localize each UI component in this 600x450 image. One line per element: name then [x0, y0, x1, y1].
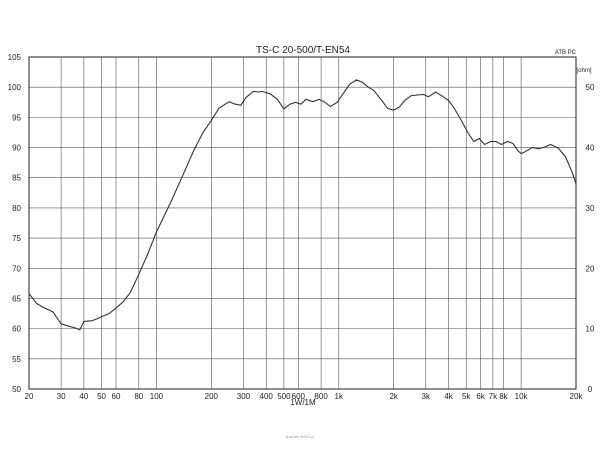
x-tick-label: 20 [25, 392, 34, 401]
y-left-tick-label: 80 [12, 204, 21, 213]
y-left-tick-label: 105 [8, 53, 22, 62]
y-left-tick-label: 95 [12, 113, 21, 122]
x-tick-label: 800 [314, 392, 328, 401]
x-tick-label: 1k [335, 392, 344, 401]
x-tick-label: 7k [489, 392, 498, 401]
x-tick-label: 2k [389, 392, 398, 401]
spl-curve [28, 79, 577, 331]
y-right-tick-label: 10 [586, 325, 595, 334]
y-right-tick-label: 30 [586, 204, 595, 213]
x-tick-label: 30 [57, 392, 66, 401]
x-tick-label: 80 [134, 392, 143, 401]
x-tick-label: 8k [499, 392, 508, 401]
y-left-tick-label: 85 [12, 174, 21, 183]
y-left-tick-label: 60 [12, 325, 21, 334]
right-axis-unit: [ohm] [576, 68, 591, 74]
x-tick-label: 6k [476, 392, 485, 401]
y-right-tick-label: 50 [586, 83, 595, 92]
plot-frame [28, 56, 577, 390]
watermark: tt-audio.f4831.pl [286, 434, 315, 439]
x-tick-label: 5k [462, 392, 471, 401]
x-tick-label: 10k [515, 392, 529, 401]
y-left-tick-label: 75 [12, 234, 21, 243]
x-tick-label: 600 [292, 392, 306, 401]
x-tick-label: 4k [444, 392, 453, 401]
x-tick-label: 500 [277, 392, 291, 401]
y-left-tick-label: 70 [12, 264, 21, 273]
y-left-tick-label: 55 [12, 355, 21, 364]
x-tick-label: 300 [237, 392, 251, 401]
x-tick-label: 3k [422, 392, 431, 401]
y-right-tick-label: 40 [586, 144, 595, 153]
y-left-tick-label: 100 [8, 83, 22, 92]
x-tick-label: 400 [260, 392, 274, 401]
x-axis-label: 1W/1M [290, 398, 316, 407]
y-left-tick-label: 50 [12, 385, 21, 394]
tick-labels: 20 30 40 50 60 80 100 200 300 400 500 600 800 1k 2k 3k 4… [8, 53, 595, 401]
x-tick-label: 60 [112, 392, 121, 401]
y-right-tick-label: 20 [586, 264, 595, 273]
y-left-tick-label: 65 [12, 294, 21, 303]
x-tick-label: 20k [570, 392, 584, 401]
x-tick-label: 40 [79, 392, 88, 401]
corner-label: ATB PC [555, 50, 577, 56]
y-right-tick-label: 0 [588, 385, 593, 394]
chart-title: TS-C 20-500/T-EN54 [256, 45, 350, 56]
x-tick-label: 100 [150, 392, 164, 401]
y-left-tick-label: 90 [12, 144, 21, 153]
x-tick-label: 50 [97, 392, 106, 401]
x-tick-label: 200 [205, 392, 219, 401]
